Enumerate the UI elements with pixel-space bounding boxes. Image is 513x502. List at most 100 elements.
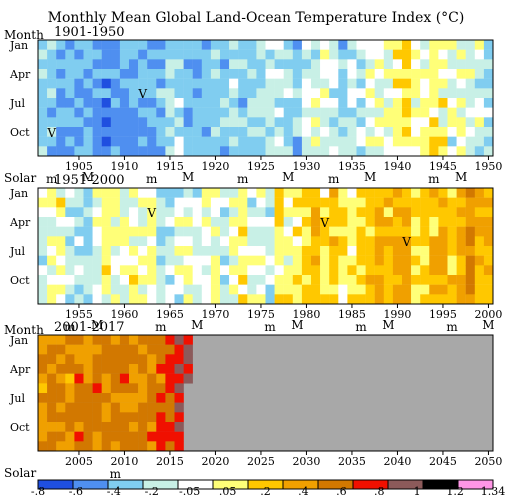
heatmap-cell: [456, 188, 466, 198]
heatmap-cell: [74, 217, 84, 227]
heatmap-cell: [265, 59, 275, 70]
heatmap-cell: [110, 49, 121, 60]
heatmap-cell: [65, 393, 75, 403]
heatmap-cell: [192, 49, 202, 60]
heatmap-cell: [456, 69, 466, 79]
heatmap-cell: [220, 226, 230, 237]
heatmap-cell: [138, 402, 148, 413]
heatmap-cell: [483, 98, 494, 108]
heatmap-cell: [338, 275, 348, 285]
heatmap-cell: [320, 275, 330, 285]
heatmap-cell: [256, 217, 266, 227]
heatmap-cell: [165, 226, 175, 237]
year-tick-label: 1925: [247, 160, 275, 173]
heatmap-cell: [283, 226, 293, 237]
heatmap-cell: [220, 236, 230, 247]
heatmap-cell: [283, 136, 293, 147]
heatmap-cell: [320, 59, 330, 70]
heatmap-cell: [383, 294, 394, 305]
heatmap-cell: [274, 69, 284, 79]
heatmap-cell: [438, 265, 448, 276]
heatmap-cell: [92, 59, 102, 70]
heatmap-cell: [402, 197, 412, 208]
heatmap-cell: [474, 59, 485, 70]
heatmap-cell: [292, 136, 303, 147]
heatmap-cell: [129, 107, 139, 118]
heatmap-cell: [47, 373, 57, 384]
heatmap-cell: [74, 431, 84, 442]
heatmap-cell: [147, 364, 157, 374]
heatmap-cell: [311, 117, 321, 128]
heatmap-cell: [38, 40, 48, 50]
heatmap-cell: [119, 217, 130, 227]
heatmap-cell: [156, 117, 166, 128]
heatmap-cell: [201, 98, 212, 108]
heatmap-cell: [329, 226, 339, 237]
heatmap-cell: [147, 49, 157, 60]
heatmap-cell: [138, 236, 148, 247]
heatmap-cell: [138, 226, 148, 237]
heatmap-cell: [174, 246, 184, 256]
heatmap-cell: [274, 136, 284, 147]
heatmap-cell: [402, 275, 412, 285]
heatmap-cell: [38, 59, 48, 70]
colorbar-tick-label: -.6: [69, 485, 83, 497]
heatmap-cell: [429, 255, 439, 266]
heatmap-cell: [174, 146, 184, 157]
heatmap-cell: [101, 441, 111, 452]
heatmap-cell: [420, 107, 430, 118]
heatmap-cell: [438, 207, 448, 218]
heatmap-cell: [420, 188, 430, 198]
heatmap-cell: [456, 265, 466, 276]
heatmap-cell: [47, 49, 57, 60]
heatmap-cell: [220, 49, 230, 60]
solar-maximum-marker: M: [455, 170, 467, 184]
heatmap-cell: [65, 255, 75, 266]
heatmap-cell: [56, 412, 66, 423]
heatmap-cell: [220, 217, 230, 227]
heatmap-cell: [156, 354, 166, 365]
heatmap-cell: [101, 236, 111, 247]
heatmap-cell: [274, 226, 284, 237]
chart-title: Monthly Mean Global Land-Ocean Temperatu…: [48, 10, 465, 26]
heatmap-cell: [474, 188, 485, 198]
heatmap-cell: [374, 78, 384, 89]
heatmap-cell: [119, 207, 130, 218]
heatmap-cell: [119, 188, 130, 198]
year-tick-label: 2040: [383, 455, 411, 468]
heatmap-cell: [447, 246, 457, 256]
solar-maximum-marker: M: [482, 318, 494, 332]
heatmap-cell: [247, 236, 257, 247]
heatmap-cell: [311, 107, 321, 118]
heatmap-cell: [110, 226, 121, 237]
heatmap-cell: [256, 78, 266, 89]
heatmap-cell: [83, 136, 93, 147]
heatmap-cell: [65, 78, 75, 89]
heatmap-cell: [110, 59, 121, 70]
heatmap-cell: [119, 441, 130, 452]
colorbar-swatch: [388, 480, 424, 489]
solar-maximum-marker: M: [91, 318, 103, 332]
heatmap-cell: [47, 383, 57, 394]
heatmap-cell: [119, 364, 130, 374]
heatmap-cell: [74, 246, 84, 256]
heatmap-cell: [165, 49, 175, 60]
heatmap-cell: [456, 127, 466, 137]
heatmap-cell: [420, 59, 430, 70]
heatmap-cell: [383, 117, 394, 128]
heatmap-cell: [383, 146, 394, 157]
heatmap-cell: [292, 40, 303, 50]
heatmap-cell: [465, 284, 475, 295]
year-tick-label: 1940: [383, 160, 411, 173]
heatmap-cell: [274, 59, 284, 70]
heatmap-cell: [338, 197, 348, 208]
heatmap-cell: [74, 88, 84, 99]
volcano-marker: V: [137, 87, 147, 101]
heatmap-cell: [119, 88, 130, 99]
heatmap-cell: [183, 78, 193, 89]
heatmap-cell: [47, 441, 57, 452]
heatmap-cell: [165, 69, 175, 79]
heatmap-cell: [229, 69, 239, 79]
heatmap-cell: [74, 412, 84, 423]
heatmap-cell: [265, 107, 275, 118]
